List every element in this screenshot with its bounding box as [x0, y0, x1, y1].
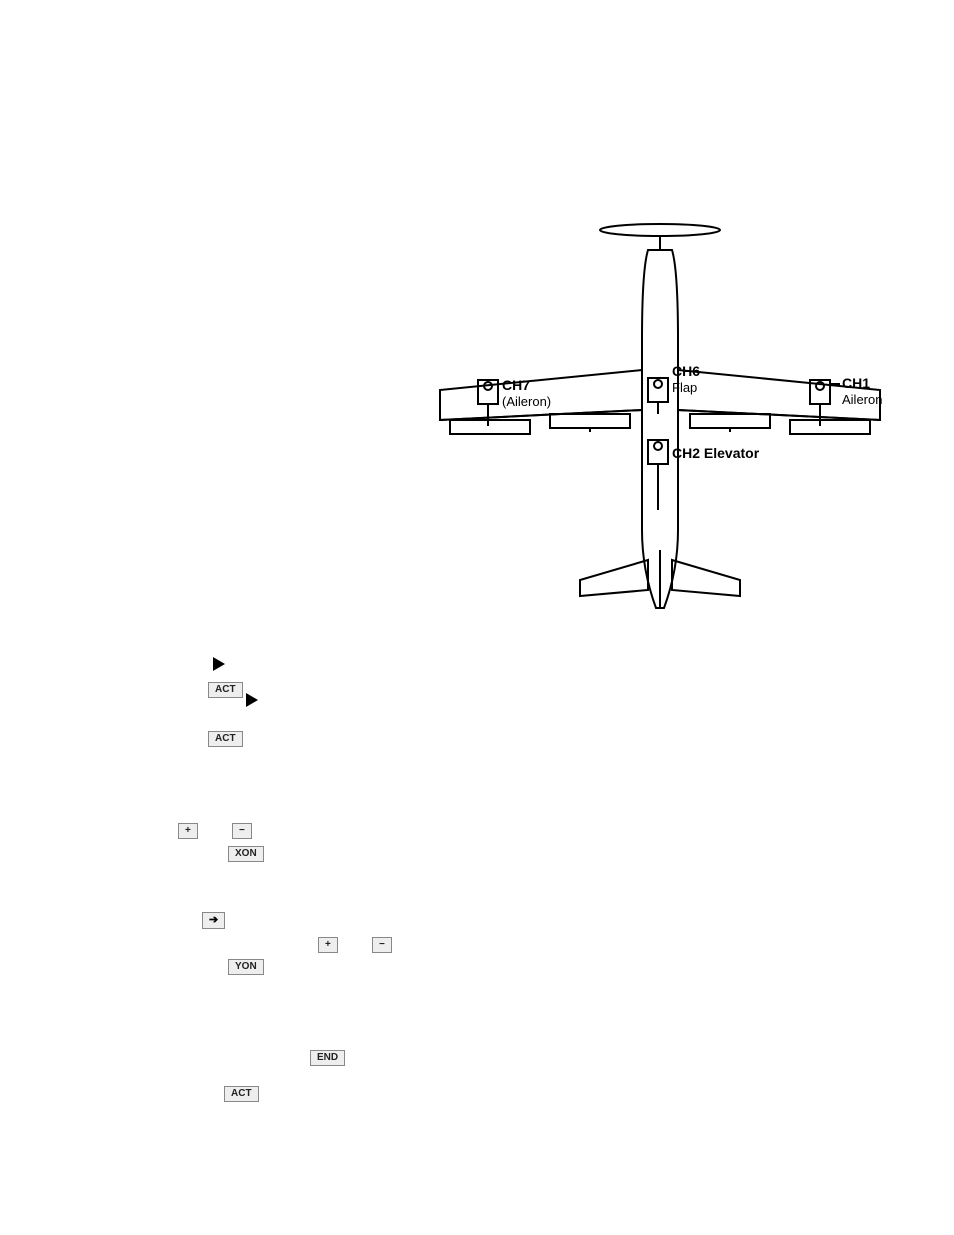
key-end: END — [310, 1047, 345, 1066]
right-arrow-key-label: ➔ — [202, 912, 225, 929]
triangle-right-icon — [213, 657, 225, 671]
key-minus-1: − — [232, 820, 252, 839]
minus-key-label: − — [372, 937, 392, 953]
key-plus-1: + — [178, 820, 198, 839]
triangle-right-icon — [246, 693, 258, 707]
label-ch6-sub: Flap — [672, 380, 697, 395]
page: CH7 (Aileron) CH6 Flap CH1 Aileron CH2 E… — [0, 0, 954, 1235]
key-act-3: ACT — [224, 1083, 259, 1102]
plus-key-label: + — [318, 937, 338, 953]
key-yon: YON — [228, 956, 264, 975]
cursor-triangle-2 — [246, 693, 258, 712]
key-act-2: ACT — [208, 728, 243, 747]
key-act-1: ACT — [208, 679, 243, 698]
cursor-triangle-1 — [213, 657, 225, 676]
key-plus-2: + — [318, 934, 338, 953]
xon-key-label: XON — [228, 846, 264, 862]
aircraft-diagram: CH7 (Aileron) CH6 Flap CH1 Aileron CH2 E… — [420, 210, 900, 630]
label-ch7-sub: (Aileron) — [502, 394, 551, 409]
key-right-arrow: ➔ — [202, 910, 225, 929]
label-ch1: CH1 — [842, 375, 870, 391]
label-ch7: CH7 — [502, 377, 530, 393]
plus-key-label: + — [178, 823, 198, 839]
label-ch6: CH6 — [672, 363, 700, 379]
minus-key-label: − — [232, 823, 252, 839]
act-key-label: ACT — [208, 682, 243, 698]
act-key-label: ACT — [208, 731, 243, 747]
key-xon: XON — [228, 843, 264, 862]
yon-key-label: YON — [228, 959, 264, 975]
end-key-label: END — [310, 1050, 345, 1066]
aircraft-svg: CH7 (Aileron) CH6 Flap CH1 Aileron CH2 E… — [420, 210, 900, 630]
act-key-label: ACT — [224, 1086, 259, 1102]
label-ch2: CH2 Elevator — [672, 445, 760, 461]
label-ch1-sub: Aileron — [842, 392, 882, 407]
key-minus-2: − — [372, 934, 392, 953]
